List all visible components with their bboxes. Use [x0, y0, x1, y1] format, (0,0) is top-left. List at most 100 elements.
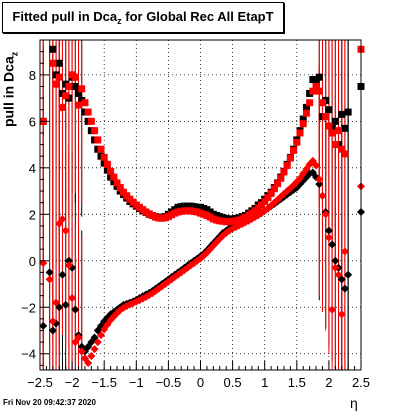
red-diamond-point [340, 247, 349, 256]
red-square-point [338, 145, 346, 153]
tick-labels: −2.5 −2 −1.5 −1 −0.5 0 0.5 1 1.5 2 2.5 −4 −2 0 2 4 6 8 [21, 68, 370, 390]
black-square-point [341, 124, 349, 132]
red-square-point [306, 99, 314, 107]
x-tick-label: 0.5 [224, 375, 242, 390]
x-tick-label: −2 [65, 375, 80, 390]
red-diamond-point [77, 347, 86, 356]
red-square-point [341, 150, 349, 158]
black-diamond-point [39, 321, 48, 330]
x-axis-label: η [350, 395, 358, 411]
black-square-point [71, 82, 79, 90]
red-square-point [315, 87, 323, 95]
black-diamond-point [58, 270, 67, 279]
red-square-point [75, 101, 83, 109]
x-tick-label: −2.5 [27, 375, 53, 390]
black-square-point [338, 110, 346, 118]
red-square-point [97, 145, 105, 153]
red-diamond-point [315, 175, 324, 184]
red-square-point [331, 141, 339, 149]
red-square-point [84, 108, 92, 116]
red-square-point [274, 180, 282, 188]
red-diamond-point [61, 226, 70, 235]
axis-ticks [39, 39, 362, 370]
red-diamond-point [328, 305, 337, 314]
red-square-point [116, 184, 124, 192]
red-diamond-point [324, 233, 333, 242]
black-diamond-point [45, 268, 54, 277]
red-square-point [322, 113, 330, 121]
black-square-point [302, 103, 310, 111]
black-diamond-point [340, 284, 349, 293]
red-square-point [299, 120, 307, 128]
red-square-point [62, 92, 70, 100]
black-diamond-point [344, 270, 353, 279]
red-square-point [286, 154, 294, 162]
black-diamond-point [64, 256, 73, 265]
red-square-point [49, 59, 57, 67]
black-square-point [299, 115, 307, 123]
red-square-point [87, 117, 95, 125]
red-diamond-point [334, 270, 343, 279]
red-diamond-point [321, 210, 330, 219]
red-diamond-point [74, 333, 83, 342]
red-diamond-point [48, 317, 57, 326]
red-square-point [58, 103, 66, 111]
red-square-point [309, 87, 317, 95]
red-square-point [280, 168, 288, 176]
chart-title: Fitted pull in Dcaz for Global Rec All E… [12, 9, 274, 26]
red-square-point [107, 167, 115, 175]
red-square-point [318, 99, 326, 107]
red-diamond-point [318, 191, 327, 200]
x-tick-label: 1.5 [288, 375, 306, 390]
x-tick-label: 1 [261, 375, 268, 390]
red-square-point [277, 174, 285, 182]
red-square-point [264, 194, 272, 202]
red-square-point [78, 85, 86, 93]
x-tick-label: −0.5 [156, 375, 182, 390]
red-square-point [290, 146, 298, 154]
y-tick-label: 2 [29, 207, 36, 222]
x-tick-label: −1 [129, 375, 144, 390]
black-square-point [312, 78, 320, 86]
red-diamond-point [64, 261, 73, 270]
red-square-point [267, 189, 275, 197]
red-square-point [113, 179, 121, 187]
red-square-point [71, 73, 79, 81]
red-diamond-point [312, 161, 321, 170]
black-diamond-point [48, 326, 57, 335]
y-tick-label: 4 [29, 161, 36, 176]
black-square-point [55, 59, 63, 67]
black-diamond-point [324, 226, 333, 235]
y-tick-label: 8 [29, 68, 36, 83]
y-tick-label: −2 [21, 300, 36, 315]
red-square-point [55, 73, 63, 81]
red-diamond-point [87, 352, 96, 361]
red-diamond-point [84, 359, 93, 368]
red-diamond-point [90, 345, 99, 354]
red-square-point [335, 127, 343, 135]
black-diamond-point [315, 180, 324, 189]
red-square-point [325, 122, 333, 130]
red-diamond-point [58, 214, 67, 223]
black-square-point [75, 89, 83, 97]
red-square-point [261, 198, 269, 206]
red-square-point [81, 99, 89, 107]
red-square-point [296, 129, 304, 137]
black-square-point [331, 117, 339, 125]
red-square-point [65, 82, 73, 90]
chart-title-box: Fitted pull in Dcaz for Global Rec All E… [2, 2, 284, 33]
black-square-point [325, 106, 333, 114]
y-tick-label: 0 [29, 254, 36, 269]
red-diamond-point [45, 275, 54, 284]
red-square-point [293, 138, 301, 146]
y-axis-label: pull in Dcaz [0, 51, 20, 128]
red-square-point [283, 161, 291, 169]
red-square-point [94, 136, 102, 144]
red-square-point [312, 82, 320, 90]
red-diamond-point [337, 310, 346, 319]
red-square-point [110, 173, 118, 181]
red-square-point [103, 160, 111, 168]
y-tick-label: 6 [29, 114, 36, 129]
black-diamond-point [331, 256, 340, 265]
x-tick-label: 2.5 [352, 375, 370, 390]
